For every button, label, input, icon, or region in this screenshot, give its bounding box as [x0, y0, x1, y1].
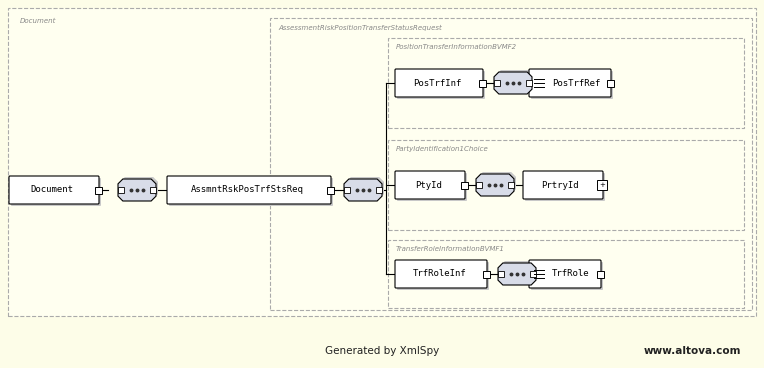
Text: AssessmentRiskPositionTransferStatusRequest: AssessmentRiskPositionTransferStatusRequ…: [278, 25, 442, 31]
Text: Document: Document: [20, 18, 57, 24]
Bar: [118, 187, 124, 193]
Bar: [344, 187, 350, 193]
Bar: [388, 38, 744, 128]
Bar: [494, 80, 500, 86]
Polygon shape: [500, 261, 538, 283]
FancyBboxPatch shape: [9, 176, 99, 204]
Bar: [376, 187, 382, 193]
Bar: [597, 270, 604, 277]
FancyBboxPatch shape: [529, 69, 611, 97]
Text: PrtryId: PrtryId: [541, 180, 578, 190]
FancyBboxPatch shape: [395, 260, 487, 288]
FancyBboxPatch shape: [525, 173, 605, 201]
Bar: [526, 80, 532, 86]
Polygon shape: [494, 72, 532, 94]
Bar: [530, 271, 536, 277]
FancyBboxPatch shape: [11, 178, 101, 206]
Bar: [598, 181, 606, 188]
Bar: [8, 8, 756, 316]
Bar: [478, 79, 485, 86]
FancyBboxPatch shape: [395, 171, 465, 199]
Polygon shape: [118, 179, 156, 201]
Text: www.altova.com: www.altova.com: [643, 346, 741, 356]
Text: TrfRole: TrfRole: [552, 269, 590, 279]
FancyBboxPatch shape: [397, 262, 489, 290]
Bar: [597, 180, 607, 190]
Polygon shape: [496, 70, 534, 92]
FancyBboxPatch shape: [531, 262, 603, 290]
Bar: [461, 181, 468, 188]
FancyBboxPatch shape: [397, 173, 467, 201]
Text: PositionTransferInformationBVMF2: PositionTransferInformationBVMF2: [396, 44, 517, 50]
Bar: [607, 79, 613, 86]
Polygon shape: [344, 179, 382, 201]
Text: Generated by XmlSpy: Generated by XmlSpy: [325, 346, 439, 356]
FancyBboxPatch shape: [395, 69, 483, 97]
Bar: [476, 182, 482, 188]
FancyBboxPatch shape: [167, 176, 331, 204]
Bar: [508, 182, 514, 188]
FancyBboxPatch shape: [169, 178, 333, 206]
FancyBboxPatch shape: [529, 260, 601, 288]
Text: +: +: [599, 182, 605, 188]
Bar: [270, 18, 752, 310]
Text: PosTrfRef: PosTrfRef: [552, 78, 601, 88]
Text: AssmntRskPosTrfStsReq: AssmntRskPosTrfStsReq: [191, 185, 303, 195]
Polygon shape: [476, 174, 514, 196]
Text: TrfRoleInf: TrfRoleInf: [413, 269, 466, 279]
Bar: [95, 187, 102, 194]
Polygon shape: [120, 177, 158, 199]
Bar: [150, 187, 156, 193]
Polygon shape: [346, 177, 384, 199]
Bar: [388, 240, 744, 308]
Polygon shape: [498, 263, 536, 285]
Text: TransferRoleInformationBVMF1: TransferRoleInformationBVMF1: [396, 246, 505, 252]
Bar: [483, 270, 490, 277]
Text: PartyIdentification1Choice: PartyIdentification1Choice: [396, 146, 489, 152]
FancyBboxPatch shape: [531, 71, 613, 99]
Bar: [326, 187, 334, 194]
Text: Document: Document: [31, 185, 74, 195]
Polygon shape: [478, 172, 516, 194]
Text: PtyId: PtyId: [415, 180, 442, 190]
Bar: [388, 140, 744, 230]
FancyBboxPatch shape: [523, 171, 603, 199]
Text: PosTrfInf: PosTrfInf: [413, 78, 461, 88]
FancyBboxPatch shape: [397, 71, 485, 99]
Bar: [498, 271, 504, 277]
